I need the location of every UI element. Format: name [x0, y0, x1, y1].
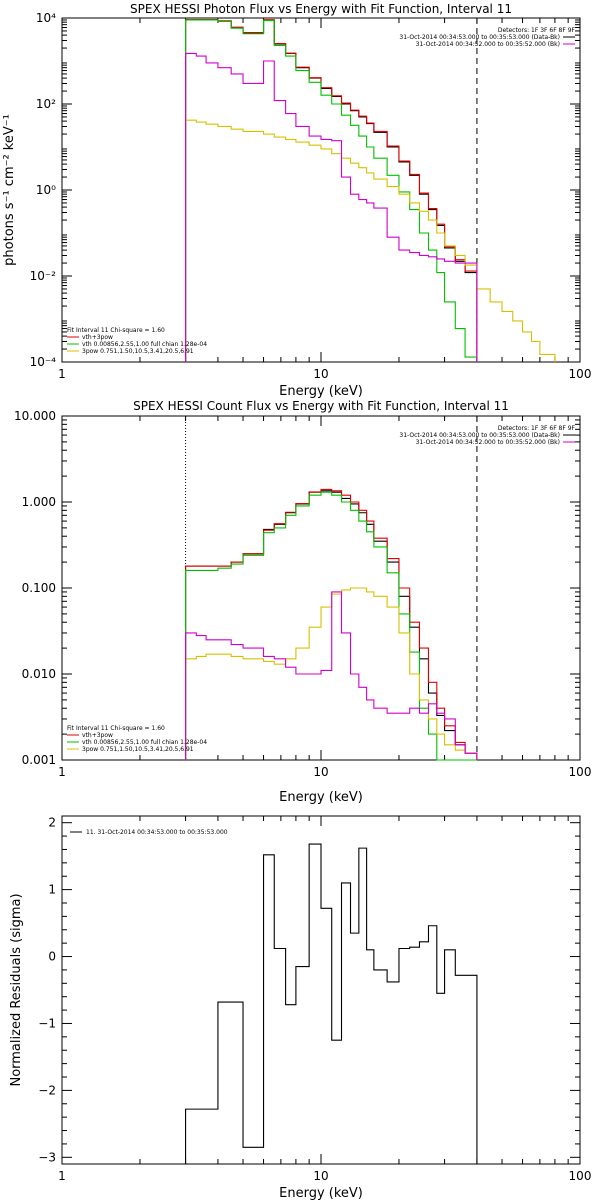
- legend-header: Detectors: 1F 3F 6F 8F 9F: [498, 425, 576, 432]
- series-line-4: [185, 587, 478, 760]
- y-tick-label: −1: [38, 1016, 56, 1030]
- x-tick-label: 100: [569, 367, 592, 381]
- x-tick-label: 100: [569, 765, 592, 779]
- reference-lines: [185, 416, 478, 760]
- series-group: [185, 488, 478, 761]
- legend-left: Fit Interval 11 Chi-square = 1.60vth+3po…: [67, 725, 207, 753]
- series-line-3: [185, 19, 478, 362]
- y-tick-label: 0: [48, 950, 56, 964]
- series-line-1: [185, 843, 478, 1164]
- series-group: [185, 843, 478, 1164]
- x-tick-label: 100: [569, 1169, 592, 1183]
- y-tick-label: 10⁻⁴: [30, 355, 57, 369]
- legend-header: Detectors: 1F 3F 6F 8F 9F: [498, 27, 576, 34]
- legend-top: 11. 31-Oct-2014 00:34:53.000 to 00:35:53…: [70, 829, 228, 836]
- y-tick-label: 10.000: [14, 409, 56, 423]
- chart-residuals: Energy (keV) Normalized Residuals (sigma…: [9, 815, 591, 1200]
- y-tick-label: 10⁻²: [30, 269, 57, 283]
- chart-title: SPEX HESSI Photon Flux vs Energy with Fi…: [130, 2, 512, 16]
- x-tick-label: 10: [313, 367, 328, 381]
- x-tick-label: 1: [58, 765, 66, 779]
- legend-label: vth+3pow: [82, 732, 113, 739]
- y-tick-label: 0.001: [22, 753, 56, 767]
- series-line-5: [185, 591, 478, 760]
- axis-ticks: 1 10 100 −3 −2 −1 0 1 2: [38, 816, 591, 1183]
- legend-label: vth+3pow: [82, 334, 113, 341]
- legend-label: 31-Oct-2014 00:34:52.000 to 00:35:52.000…: [416, 41, 560, 48]
- y-axis-label: Normalized Residuals (sigma): [9, 893, 24, 1086]
- legend-label: 11. 31-Oct-2014 00:34:53.000 to 00:35:53…: [86, 829, 228, 836]
- series-group: [185, 19, 556, 362]
- y-tick-label: 1.000: [22, 495, 56, 509]
- legend-label: 31-Oct-2014 00:34:53.000 to 00:35:53.000…: [399, 432, 560, 439]
- y-tick-label: 2: [48, 816, 56, 830]
- plot-frame: [61, 415, 581, 761]
- x-tick-label: 10: [313, 765, 328, 779]
- legend-label: 31-Oct-2014 00:34:52.000 to 00:35:52.000…: [416, 439, 560, 446]
- y-tick-label: 0.100: [22, 581, 56, 595]
- y-tick-label: 1: [48, 883, 56, 897]
- x-axis-label: Energy (keV): [279, 1186, 363, 1200]
- legend-label: 31-Oct-2014 00:34:53.000 to 00:35:53.000…: [399, 34, 560, 41]
- x-tick-label: 1: [58, 1169, 66, 1183]
- series-line-5: [185, 52, 478, 362]
- chart-count-flux: SPEX HESSI Count Flux vs Energy with Fit…: [14, 399, 591, 805]
- legend-label: vth 0.00856,2.55,1.00 full chian 1.28e-0…: [82, 739, 207, 746]
- legend-label: vth 0.00856,2.55,1.00 full chian 1.28e-0…: [82, 341, 207, 348]
- legend-header: Fit Interval 11 Chi-square = 1.60: [67, 725, 165, 732]
- axis-ticks: 1 10 100 0.001 0.010 0.100 1.000 10.000: [14, 409, 591, 779]
- series-line-4: [185, 119, 556, 362]
- series-line-1: [185, 19, 478, 362]
- x-tick-label: 10: [313, 1169, 328, 1183]
- chart-photon-flux: SPEX HESSI Photon Flux vs Energy with Fi…: [2, 2, 591, 399]
- y-tick-label: 10⁴: [36, 11, 56, 25]
- y-axis-label: photons s⁻¹ cm⁻² keV⁻¹: [2, 114, 17, 266]
- reference-lines: [185, 18, 478, 362]
- legend-label: 3pow 0.751,1.50,10.5,3.41,20.5,6.91: [82, 746, 194, 753]
- x-axis-label: Energy (keV): [279, 384, 363, 399]
- y-tick-label: 10²: [36, 97, 56, 111]
- x-tick-label: 1: [58, 367, 66, 381]
- series-line-2: [185, 19, 478, 362]
- legend-left: Fit Interval 11 Chi-square = 1.60vth+3po…: [67, 327, 207, 355]
- y-tick-label: −2: [38, 1083, 56, 1097]
- y-tick-label: −3: [38, 1150, 56, 1164]
- legend-header: Fit Interval 11 Chi-square = 1.60: [67, 327, 165, 334]
- axis-ticks: 1 10 100 10⁻⁴ 10⁻² 10⁰ 10² 10⁴: [30, 11, 592, 381]
- legend-label: 3pow 0.751,1.50,10.5,3.41,20.5,6.91: [82, 348, 194, 355]
- x-axis-label: Energy (keV): [279, 790, 363, 805]
- chart-title: SPEX HESSI Count Flux vs Energy with Fit…: [133, 399, 509, 413]
- y-tick-label: 10⁰: [36, 183, 56, 197]
- y-tick-label: 0.010: [22, 667, 56, 681]
